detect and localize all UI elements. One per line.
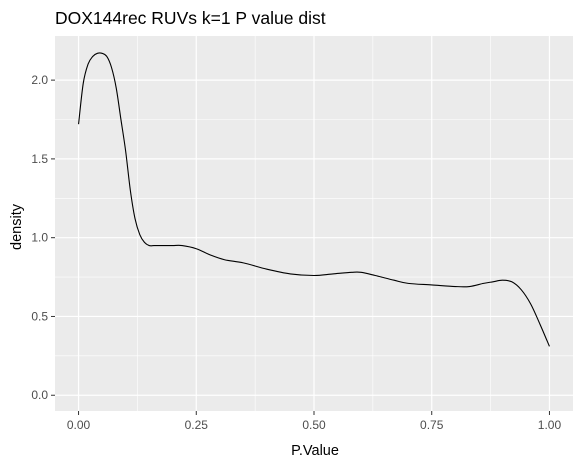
y-axis-title: density bbox=[9, 203, 25, 250]
y-tick-label: 0.5 bbox=[31, 309, 48, 323]
y-tick-label: 0.0 bbox=[31, 388, 48, 402]
x-tick-label: 0.00 bbox=[67, 418, 91, 432]
x-axis-title: P.Value bbox=[291, 443, 339, 459]
x-tick-label: 0.50 bbox=[302, 418, 326, 432]
x-tick-label: 0.25 bbox=[185, 418, 209, 432]
chart-title: DOX144rec RUVs k=1 P value dist bbox=[55, 8, 326, 28]
x-tick-label: 1.00 bbox=[538, 418, 562, 432]
y-tick-label: 2.0 bbox=[31, 73, 48, 87]
y-tick-label: 1.5 bbox=[31, 152, 48, 166]
y-tick-label: 1.0 bbox=[31, 231, 48, 245]
x-tick-label: 0.75 bbox=[420, 418, 444, 432]
